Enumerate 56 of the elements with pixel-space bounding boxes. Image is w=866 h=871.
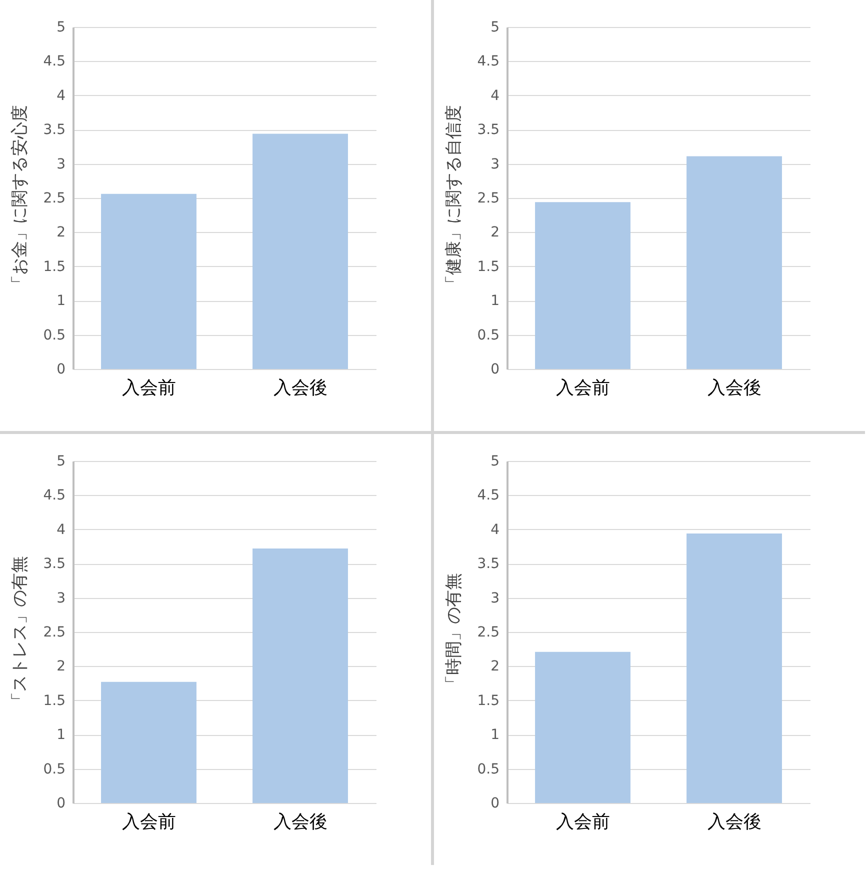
y-tick-label: 4.5	[43, 488, 66, 504]
y-tick-label: 3	[490, 590, 500, 606]
y-tick-label: 4	[56, 522, 66, 538]
y-tick-label: 2.5	[43, 190, 66, 206]
y-tick-label: 1.5	[43, 692, 66, 709]
y-tick-label: 4	[490, 522, 500, 538]
y-tick-label: 4.5	[477, 488, 500, 504]
y-tick-label: 2.5	[477, 190, 500, 206]
y-tick-label: 5	[490, 454, 500, 470]
y-tick-label: 0	[490, 362, 500, 378]
y-tick-label: 2.5	[43, 624, 66, 640]
y-tick-label: 3	[56, 590, 66, 606]
y-tick-label: 3.5	[43, 122, 66, 138]
y-tick-label: 0.5	[477, 327, 500, 344]
y-axis-title: 「健康」に関する自信度	[444, 105, 464, 292]
y-tick-label: 2.5	[477, 624, 500, 640]
y-tick-label: 2	[490, 658, 500, 675]
y-tick-label: 2	[490, 224, 500, 241]
x-tick-label: 入会前	[556, 812, 610, 832]
y-tick-label: 4	[490, 88, 500, 104]
y-tick-label: 2	[56, 224, 66, 241]
x-tick-label: 入会後	[273, 812, 328, 832]
y-tick-label: 3	[490, 156, 500, 172]
x-tick-label: 入会前	[122, 812, 176, 832]
y-tick-label: 4.5	[477, 54, 500, 70]
x-tick-label: 入会前	[556, 378, 610, 398]
y-tick-label: 1	[56, 727, 66, 744]
x-tick-label: 入会後	[707, 812, 762, 832]
y-tick-label: 3.5	[477, 556, 500, 572]
y-tick-label: 1	[490, 727, 500, 744]
y-tick-label: 4.5	[43, 54, 66, 70]
x-tick-label: 入会前	[122, 378, 176, 398]
y-tick-label: 5	[56, 454, 66, 470]
y-tick-label: 1.5	[477, 258, 500, 275]
x-tick-label: 入会後	[273, 378, 328, 398]
y-tick-label: 3	[56, 156, 66, 172]
y-tick-label: 5	[490, 20, 500, 36]
y-tick-label: 3.5	[477, 122, 500, 138]
y-tick-label: 4	[56, 88, 66, 104]
y-tick-label: 5	[56, 20, 66, 36]
y-tick-label: 0	[56, 362, 66, 378]
y-tick-label: 1.5	[477, 692, 500, 709]
y-axis-title: 「時間」の有無	[444, 573, 464, 692]
y-tick-label: 0.5	[43, 327, 66, 344]
x-tick-label: 入会後	[707, 378, 762, 398]
y-axis-title: 「ストレス」の有無	[10, 556, 30, 709]
y-tick-label: 0	[56, 796, 66, 812]
y-tick-label: 1.5	[43, 258, 66, 275]
y-tick-label: 3.5	[43, 556, 66, 572]
y-axis-title: 「お金」に関する安心度	[10, 105, 30, 292]
y-tick-label: 2	[56, 658, 66, 675]
y-tick-label: 0.5	[43, 761, 66, 778]
y-tick-label: 0	[490, 796, 500, 812]
y-tick-label: 1	[56, 293, 66, 310]
y-tick-label: 0.5	[477, 761, 500, 778]
y-tick-label: 1	[490, 293, 500, 310]
